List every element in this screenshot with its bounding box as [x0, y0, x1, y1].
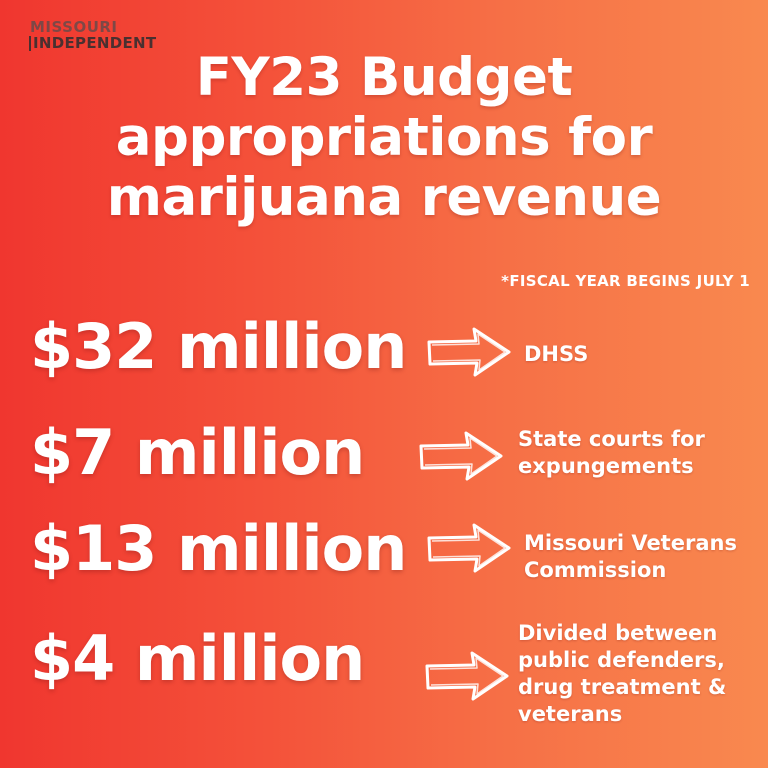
- recipient-line: Divided between: [518, 621, 718, 645]
- arrow-icon: [424, 520, 514, 576]
- title-line-3: marijuana revenue: [106, 167, 662, 228]
- recipient-line: expungements: [518, 454, 694, 478]
- recipient-line: Commission: [524, 558, 667, 582]
- arrow-icon: [422, 648, 512, 704]
- allocation-recipient: Divided between public defenders, drug t…: [518, 620, 726, 728]
- title-line-1: FY23 Budget: [195, 47, 573, 108]
- arrow-icon: [416, 428, 506, 484]
- allocation-amount: $32 million: [30, 310, 407, 383]
- page-title: FY23 Budget appropriations for marijuana…: [0, 48, 768, 228]
- allocation-recipient: DHSS: [524, 341, 588, 368]
- publisher-logo: MISSOURI INDEPENDENT: [29, 18, 156, 51]
- allocation-recipient: State courts for expungements: [518, 426, 705, 480]
- recipient-line: DHSS: [524, 342, 589, 366]
- recipient-line: public defenders,: [518, 648, 725, 672]
- recipient-line: Missouri Veterans: [524, 531, 737, 555]
- allocation-amount: $7 million: [30, 416, 365, 489]
- allocation-amount: $4 million: [30, 622, 365, 695]
- logo-line-1: MISSOURI: [30, 18, 118, 36]
- recipient-line: veterans: [518, 702, 623, 726]
- allocation-amount: $13 million: [30, 512, 407, 585]
- fiscal-year-note: *FISCAL YEAR BEGINS JULY 1: [501, 272, 750, 290]
- recipient-line: drug treatment &: [518, 675, 727, 699]
- title-line-2: appropriations for: [115, 107, 653, 168]
- allocation-recipient: Missouri Veterans Commission: [524, 530, 737, 584]
- arrow-icon: [424, 324, 514, 380]
- logo-line-2: INDEPENDENT: [29, 36, 156, 51]
- recipient-line: State courts for: [518, 427, 705, 451]
